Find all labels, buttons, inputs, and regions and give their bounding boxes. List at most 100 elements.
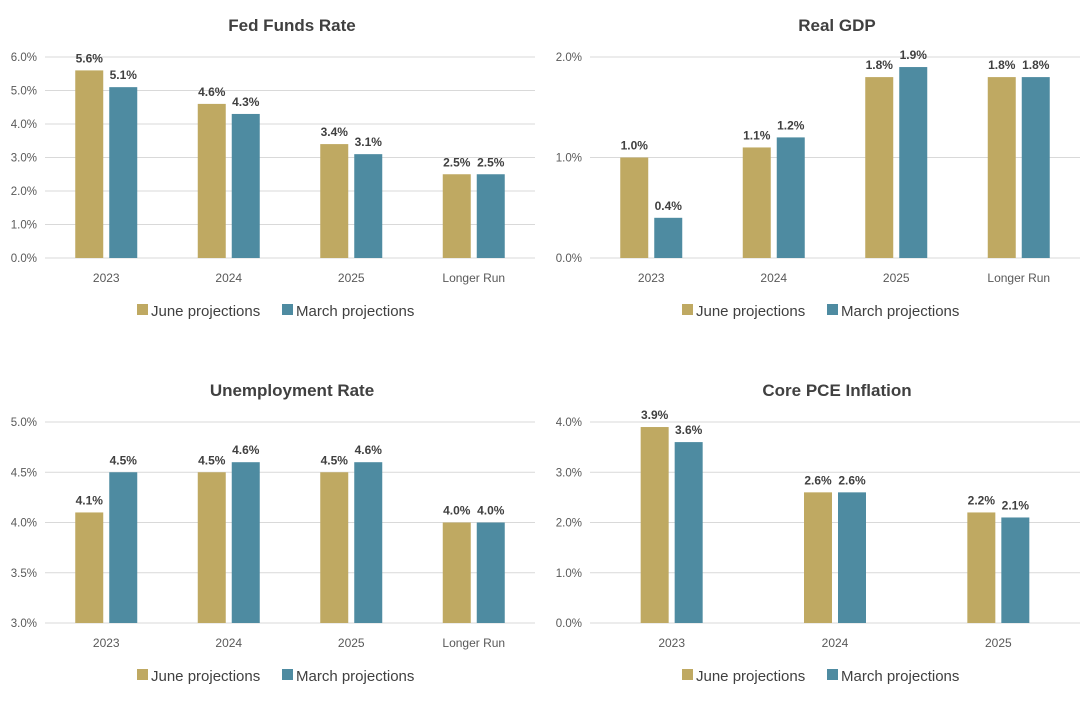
chart-title: Core PCE Inflation	[762, 381, 911, 400]
x-category-label: 2025	[338, 271, 365, 285]
legend-swatch-june	[682, 669, 693, 680]
legend-label-june: June projections	[696, 303, 805, 320]
x-category-label: 2023	[93, 636, 120, 650]
legend-label-june: June projections	[151, 303, 260, 320]
chart-svg: Core PCE Inflation 0.0% 1.0% 2.0% 3.0% 4.0% 3.…	[556, 381, 1080, 685]
bar-june	[197, 472, 226, 623]
data-label: 2.5%	[443, 155, 471, 169]
legend-label-june: June projections	[151, 668, 260, 685]
x-category-label: 2023	[93, 271, 120, 285]
y-tick-label: 4.0%	[11, 119, 37, 131]
x-category-label: 2024	[215, 271, 242, 285]
x-category-label: Longer Run	[987, 271, 1050, 285]
bar-march	[354, 154, 383, 258]
x-category-label: Longer Run	[442, 271, 505, 285]
data-label: 3.1%	[355, 135, 383, 149]
bar-june	[742, 147, 771, 258]
bar-june	[75, 70, 104, 259]
data-label: 3.9%	[641, 408, 669, 422]
legend-swatch-march	[827, 304, 838, 315]
data-label: 4.0%	[443, 504, 471, 518]
y-tick-label: 0.0%	[556, 253, 582, 265]
bar-march	[476, 174, 505, 258]
x-category-label: 2024	[215, 636, 242, 650]
x-category-label: 2025	[338, 636, 365, 650]
bar-june	[197, 103, 226, 259]
unemployment-rate-chart: Unemployment Rate 3.0% 3.5% 4.0% 4.5% 5.0% 4.1…	[0, 365, 545, 715]
y-tick-label: 2.0%	[556, 52, 582, 64]
chart-svg: Real GDP 0.0% 1.0% 2.0% 1.0% 0.4% 2023 1.1% 1.2%…	[556, 16, 1080, 320]
data-label: 1.8%	[988, 58, 1016, 72]
chart-title: Real GDP	[798, 16, 875, 35]
fed-funds-rate-chart: Fed Funds Rate 0.0% 1.0% 2.0% 3.0% 4.0% 5.0% 6.…	[0, 0, 545, 350]
x-category-label: 2025	[883, 271, 910, 285]
data-label: 4.0%	[477, 504, 505, 518]
legend-label-march: March projections	[296, 668, 414, 685]
data-label: 1.2%	[777, 118, 805, 132]
data-label: 4.5%	[110, 453, 138, 467]
legend-label-march: March projections	[841, 668, 959, 685]
y-tick-label: 1.0%	[556, 568, 582, 580]
x-category-label: 2024	[822, 636, 849, 650]
data-label: 4.1%	[76, 493, 104, 507]
bar-march	[354, 462, 383, 623]
data-label: 1.9%	[900, 48, 928, 62]
data-label: 4.5%	[321, 453, 349, 467]
data-label: 4.6%	[198, 85, 226, 99]
y-tick-label: 5.0%	[11, 86, 37, 98]
bar-march	[231, 113, 260, 258]
legend-swatch-june	[137, 304, 148, 315]
x-category-label: 2023	[658, 636, 685, 650]
core-pce-inflation-chart: Core PCE Inflation 0.0% 1.0% 2.0% 3.0% 4.0% 3.…	[545, 365, 1090, 715]
bar-march	[476, 522, 505, 623]
data-label: 2.2%	[968, 493, 996, 507]
y-tick-label: 3.0%	[11, 618, 37, 630]
bar-march	[109, 87, 138, 259]
data-label: 3.6%	[675, 423, 703, 437]
bar-march	[674, 442, 703, 623]
y-tick-label: 3.5%	[11, 568, 37, 580]
legend-swatch-march	[282, 669, 293, 680]
chart-svg: Fed Funds Rate 0.0% 1.0% 2.0% 3.0% 4.0% 5.0% 6.…	[11, 16, 535, 320]
data-label: 2.1%	[1002, 498, 1030, 512]
bar-march	[654, 217, 683, 258]
bar-march	[899, 67, 928, 258]
data-label: 1.8%	[866, 58, 894, 72]
y-tick-label: 1.0%	[11, 220, 37, 232]
data-label: 4.3%	[232, 95, 260, 109]
y-tick-label: 1.0%	[556, 153, 582, 165]
legend-swatch-june	[682, 304, 693, 315]
bar-june	[320, 472, 349, 623]
y-tick-label: 0.0%	[556, 618, 582, 630]
bar-june	[640, 427, 669, 623]
legend-label-march: March projections	[296, 303, 414, 320]
legend-swatch-march	[827, 669, 838, 680]
y-tick-label: 4.0%	[556, 417, 582, 429]
bar-june	[442, 522, 471, 623]
y-tick-label: 4.0%	[11, 518, 37, 530]
data-label: 4.6%	[232, 443, 260, 457]
y-tick-label: 4.5%	[11, 467, 37, 479]
y-tick-label: 5.0%	[11, 417, 37, 429]
x-category-label: 2023	[638, 271, 665, 285]
y-tick-label: 6.0%	[11, 52, 37, 64]
legend-label-june: June projections	[696, 668, 805, 685]
legend-swatch-june	[137, 669, 148, 680]
bar-june	[804, 492, 832, 623]
bar-june	[987, 77, 1016, 258]
data-label: 3.4%	[321, 125, 349, 139]
data-label: 0.4%	[655, 199, 683, 213]
bar-june	[320, 144, 349, 258]
data-label: 4.5%	[198, 453, 226, 467]
y-tick-label: 2.0%	[556, 518, 582, 530]
x-category-label: Longer Run	[442, 636, 505, 650]
legend-swatch-march	[282, 304, 293, 315]
data-label: 2.5%	[477, 155, 505, 169]
data-label: 2.6%	[804, 473, 832, 487]
legend-label-march: March projections	[841, 303, 959, 320]
y-tick-label: 2.0%	[11, 186, 37, 198]
bar-march	[1001, 517, 1030, 623]
real-gdp-chart: Real GDP 0.0% 1.0% 2.0% 1.0% 0.4% 2023 1.1% 1.2%…	[545, 0, 1090, 350]
data-label: 2.6%	[838, 473, 866, 487]
bar-june	[620, 157, 649, 258]
